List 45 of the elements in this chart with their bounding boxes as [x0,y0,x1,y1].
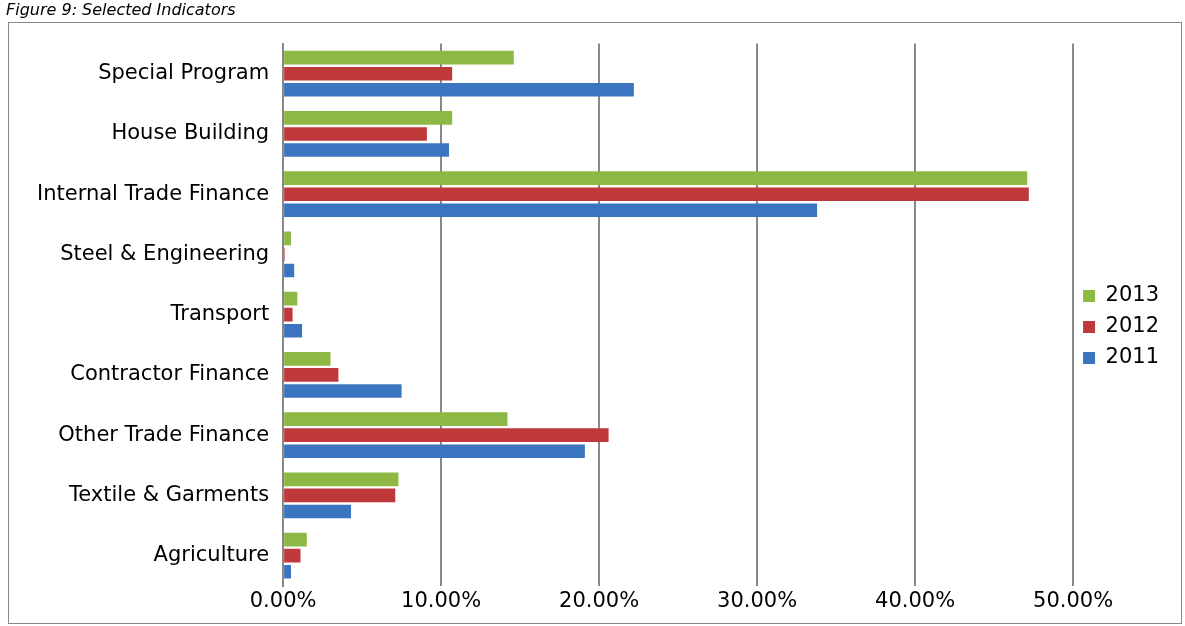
x-tick-label: 30.00% [717,587,798,612]
bar [284,564,292,579]
bar [284,428,609,443]
y-tick-label: Textile & Garments [68,481,270,506]
y-tick-label: Internal Trade Finance [36,180,270,205]
bar [284,171,1028,185]
bar [284,472,399,487]
text: Figure 9: Selected Indicators [6,0,236,19]
bar [284,231,292,246]
bar [284,352,331,366]
x-tick-label: 50.00% [1033,587,1114,612]
bar [284,66,453,81]
bar [284,488,396,503]
bar [284,143,450,157]
bar [284,203,818,218]
bar [284,263,295,278]
y-tick-label: House Building [111,120,270,145]
bar [284,291,298,306]
bar [284,82,634,97]
bar [284,548,301,563]
bar [284,50,514,65]
bar [284,111,453,125]
bar [284,532,307,547]
y-tick-label: Agriculture [153,542,270,567]
bar [284,127,427,141]
x-tick-label: 20.00% [559,587,640,612]
x-tick-label: 40.00% [875,587,956,612]
y-tick-label: Special Program [98,60,270,85]
x-tick-label: 10.00% [401,587,482,612]
bar [284,307,293,322]
bar [284,504,352,519]
bar [284,384,402,398]
legend-label: 2013 [1105,282,1160,307]
bar [284,368,339,382]
bar [284,187,1029,202]
bar [284,412,508,426]
y-tick-label: Other Trade Finance [58,421,270,446]
y-tick-label: Transport [169,301,270,326]
bar [284,323,303,338]
y-tick-label: Contractor Finance [70,361,270,386]
legend-label: 2011 [1105,344,1160,369]
y-tick-label: Steel & Engineering [60,240,270,265]
x-tick-label: 0.00% [249,587,317,612]
legend-label: 2012 [1105,313,1160,338]
bar [284,444,585,459]
